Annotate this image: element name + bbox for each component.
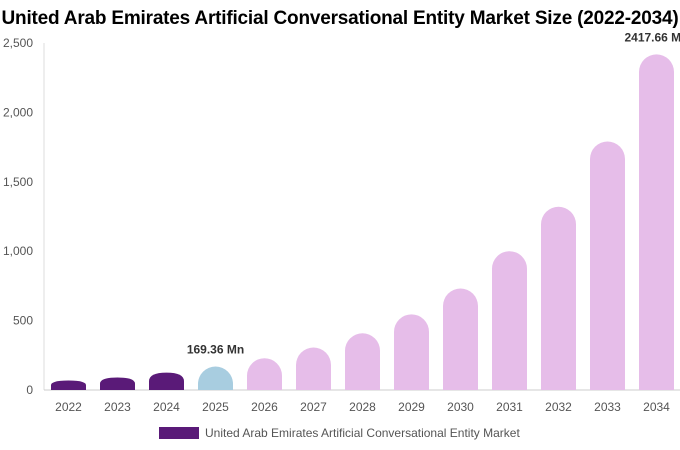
legend: United Arab Emirates Artificial Conversa… bbox=[159, 425, 520, 441]
chart-title: United Arab Emirates Artificial Conversa… bbox=[1, 8, 679, 29]
bar-2024 bbox=[149, 372, 184, 390]
bar-2022 bbox=[51, 380, 86, 390]
x-tick-label: 2034 bbox=[643, 400, 670, 414]
bar-2032 bbox=[541, 206, 576, 390]
x-tick-label: 2028 bbox=[349, 400, 376, 414]
x-tick-label: 2032 bbox=[545, 400, 572, 414]
x-tick-label: 2022 bbox=[55, 400, 82, 414]
bar-2027 bbox=[296, 347, 331, 390]
x-tick-label: 2025 bbox=[202, 400, 229, 414]
y-tick-label: 1,500 bbox=[3, 175, 33, 189]
bar-2026 bbox=[247, 358, 282, 390]
bars-group bbox=[51, 54, 674, 390]
bar-2028 bbox=[345, 333, 380, 390]
x-tick-label: 2026 bbox=[251, 400, 278, 414]
y-tick-label: 2,500 bbox=[3, 36, 33, 50]
legend-swatch bbox=[159, 427, 199, 439]
bar-2023 bbox=[100, 377, 135, 390]
bar-2031 bbox=[492, 251, 527, 390]
x-tick-label: 2031 bbox=[496, 400, 523, 414]
x-tick-label: 2024 bbox=[153, 400, 180, 414]
bar-2025 bbox=[198, 366, 233, 390]
data-label-2034: 2417.66 Mn bbox=[624, 30, 680, 44]
data-label-2025: 169.36 Mn bbox=[187, 342, 244, 356]
y-tick-label: 2,000 bbox=[3, 105, 33, 119]
y-tick-label: 500 bbox=[13, 314, 33, 328]
x-axis-ticks: 2022 2023 2024 2025 2026 2027 2028 2029 2030 2031… bbox=[55, 400, 670, 414]
legend-label: United Arab Emirates Artificial Conversa… bbox=[205, 426, 520, 440]
y-tick-label: 1,000 bbox=[3, 244, 33, 258]
bar-2029 bbox=[394, 314, 429, 390]
x-tick-label: 2030 bbox=[447, 400, 474, 414]
y-tick-label: 0 bbox=[26, 383, 33, 397]
bar-2033 bbox=[590, 141, 625, 390]
x-tick-label: 2023 bbox=[104, 400, 131, 414]
y-axis-ticks: 0 500 1,000 1,500 2,000 2,500 bbox=[3, 36, 33, 397]
x-tick-label: 2033 bbox=[594, 400, 621, 414]
bar-2034 bbox=[639, 54, 674, 390]
x-tick-label: 2027 bbox=[300, 400, 327, 414]
bar-2030 bbox=[443, 288, 478, 390]
x-tick-label: 2029 bbox=[398, 400, 425, 414]
data-labels: 169.36 Mn 2417.66 Mn bbox=[187, 30, 680, 356]
